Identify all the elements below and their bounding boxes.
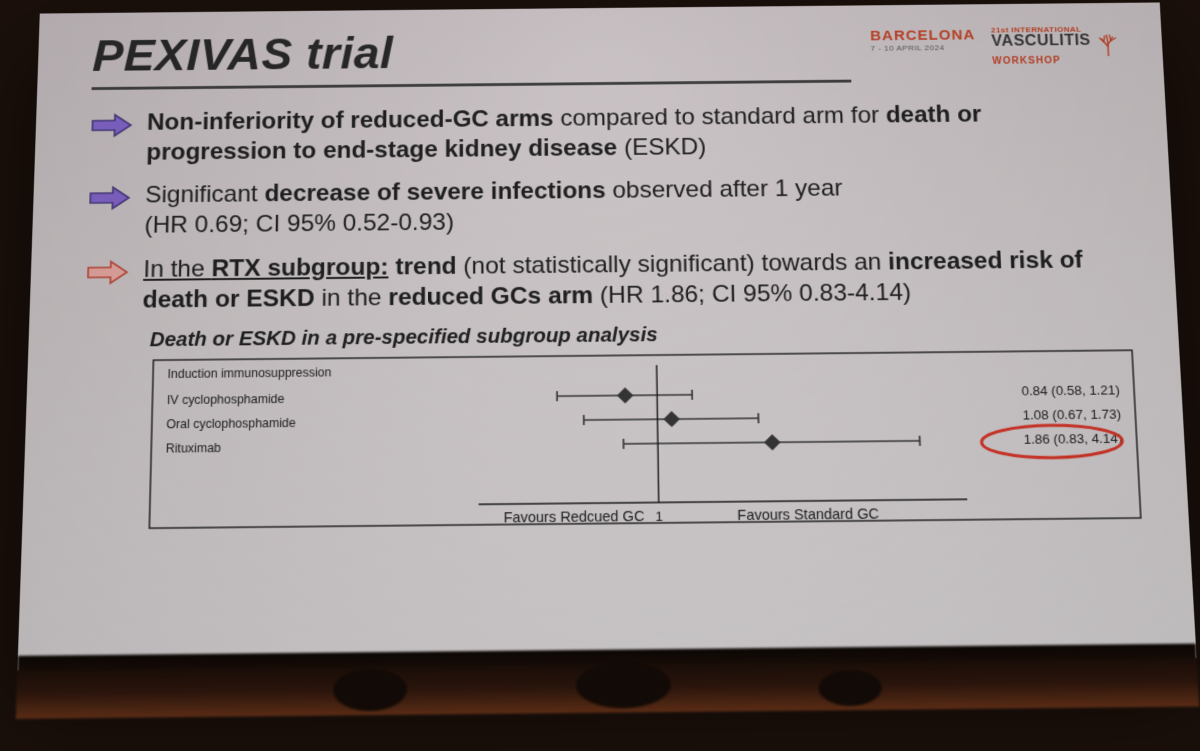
bullet-item: Non-inferiority of reduced-GC arms compa…: [89, 99, 1124, 169]
barcelona-dates: 7 - 10 APRIL 2024: [870, 43, 975, 53]
conference-logos: BARCELONA 7 - 10 APRIL 2024 21st INTERNA…: [870, 26, 1119, 68]
vasculitis-logo: 21st INTERNATIONAL VASCULITIS: [991, 26, 1119, 67]
tree-icon: [1097, 33, 1118, 56]
svg-text:Favours Standard GC: Favours Standard GC: [737, 506, 879, 524]
arrow-icon: [88, 186, 132, 217]
barcelona-logo: BARCELONA 7 - 10 APRIL 2024: [870, 27, 977, 68]
svg-text:1.08 (0.67, 1.73): 1.08 (0.67, 1.73): [1022, 407, 1121, 423]
svg-text:1.86 (0.83, 4.14): 1.86 (0.83, 4.14): [1023, 431, 1122, 447]
arrow-icon: [86, 259, 130, 290]
bullet-text: Non-inferiority of reduced-GC arms compa…: [146, 99, 1124, 168]
bullet-list: Non-inferiority of reduced-GC arms compa…: [85, 99, 1132, 316]
svg-text:IV cyclophosphamide: IV cyclophosphamide: [167, 392, 285, 407]
svg-text:Rituximab: Rituximab: [166, 441, 222, 456]
svg-text:0.84 (0.58, 1.21): 0.84 (0.58, 1.21): [1021, 383, 1120, 399]
bullet-text: Significant decrease of severe infection…: [144, 175, 844, 242]
bullet-item: Significant decrease of severe infection…: [87, 172, 1128, 242]
barcelona-city: BARCELONA: [870, 27, 976, 44]
audience-silhouette: [16, 644, 1200, 719]
bullet-text: In the RTX subgroup: trend (not statisti…: [142, 245, 1132, 316]
slide-header: PEXIVAS trial BARCELONA 7 - 10 APRIL 202…: [91, 20, 1120, 104]
svg-text:1: 1: [655, 509, 663, 524]
slide-title: PEXIVAS trial: [92, 23, 852, 90]
slide: PEXIVAS trial BARCELONA 7 - 10 APRIL 202…: [17, 2, 1196, 670]
bullet-item: In the RTX subgroup: trend (not statisti…: [85, 245, 1132, 316]
arrow-icon: [90, 113, 133, 143]
vasculitis-bot: WORKSHOP: [992, 56, 1119, 67]
svg-text:Induction immunosuppression: Induction immunosuppression: [167, 366, 331, 382]
svg-text:Favours Redcued GC: Favours Redcued GC: [504, 508, 645, 526]
vasculitis-mid: VASCULITIS: [991, 33, 1118, 57]
svg-text:Oral cyclophosphamide: Oral cyclophosphamide: [166, 416, 296, 432]
forest-plot: Induction immunosuppression IV cyclophosp…: [144, 347, 1146, 560]
